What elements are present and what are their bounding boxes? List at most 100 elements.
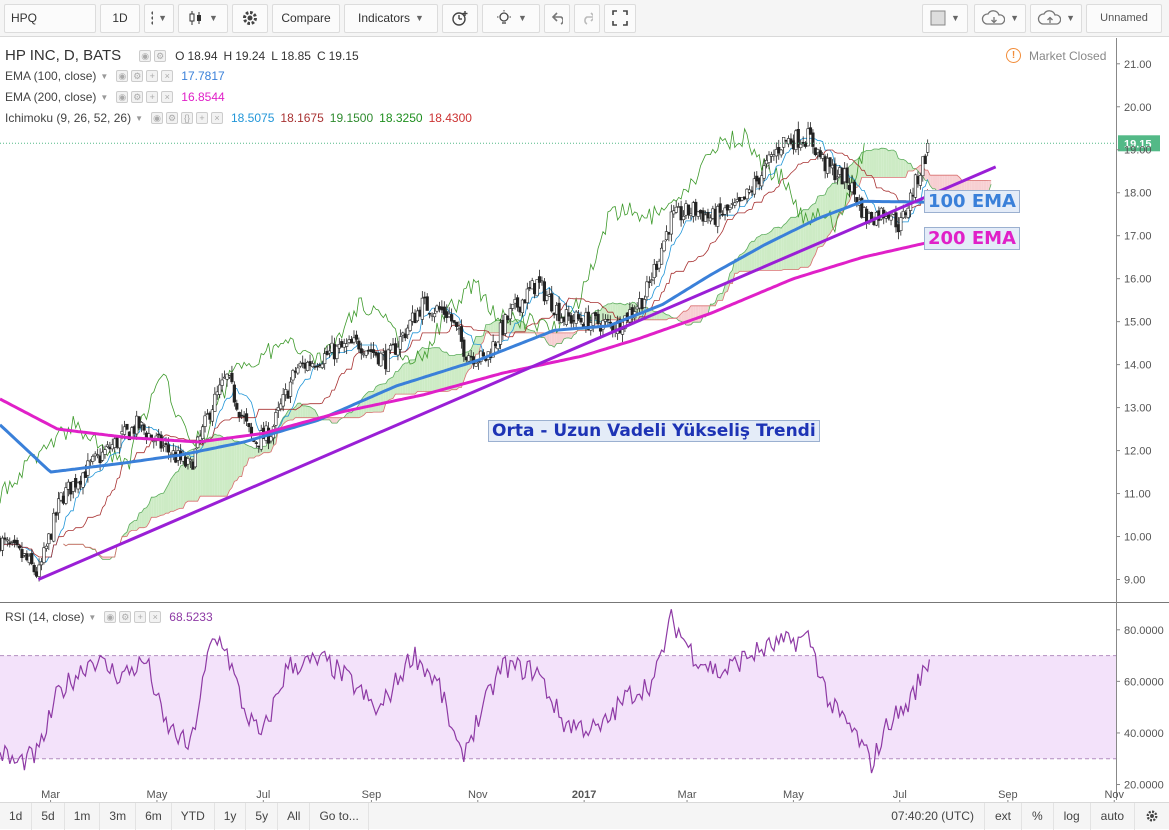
close-icon[interactable]: × [161,70,173,82]
rsi-tick-label: 80.0000 [1124,625,1164,637]
candle-up [289,382,292,396]
ichimoku-cloud-segment [420,347,422,391]
range-3m[interactable]: 3m [100,803,136,830]
candle-up [526,289,529,303]
settings-icon[interactable]: ⚙ [166,112,178,124]
add-icon[interactable]: + [146,91,158,103]
candle-up [365,351,368,355]
candle-up [96,455,99,456]
price-tick-label: 15.00 [1124,317,1152,329]
layout-name-button[interactable]: Unnamed [1086,4,1162,33]
ext-toggle[interactable]: ext [984,803,1021,830]
settings-icon[interactable]: ⚙ [131,91,143,103]
add-icon[interactable]: + [196,112,208,124]
range-6m[interactable]: 6m [136,803,172,830]
close-icon[interactable]: × [161,91,173,103]
replay-button[interactable]: ▼ [482,4,540,33]
legend-rsi: RSI (14, close)▼ ◉⚙+× 68.5233 [5,610,213,624]
eye-icon[interactable]: ◉ [139,50,151,62]
ichimoku-cloud-segment [308,406,310,417]
settings-icon[interactable]: ⚙ [119,611,131,623]
ichimoku-cloud-segment [779,227,781,270]
candle-up [900,218,903,231]
drawing-style-button[interactable]: ▼ [922,4,968,33]
candle-up [799,144,802,148]
ichimoku-cloud-segment [220,435,222,496]
candle-up [162,446,165,447]
ichimoku-cloud-segment [144,508,146,528]
candle-up [218,385,221,394]
candle-down [167,445,170,452]
undo-button[interactable] [544,4,570,33]
auto-toggle[interactable]: auto [1090,803,1134,830]
source-icon[interactable]: {} [181,112,193,124]
goto-button[interactable]: Go to... [310,803,368,830]
candle-down [143,425,146,431]
ichimoku-cloud-segment [173,473,175,512]
range-5d[interactable]: 5d [32,803,64,830]
ichimoku-cloud-segment [237,441,239,480]
candle-down [460,326,463,341]
ichimoku-cloud-segment [151,497,153,517]
range-1m[interactable]: 1m [65,803,101,830]
settings-icon[interactable]: ⚙ [154,50,166,62]
close-icon[interactable]: × [149,611,161,623]
eye-icon[interactable]: ◉ [116,70,128,82]
gear-icon [241,9,259,27]
range-all[interactable]: All [278,803,310,830]
ichimoku-cloud-segment [808,206,810,267]
ichimoku-cloud-segment [405,363,407,394]
candle-up [511,304,514,308]
range-1d[interactable]: 1d [0,803,32,830]
time-tick-label: Jul [256,789,270,801]
add-icon[interactable]: + [146,70,158,82]
settings-icon[interactable]: ⚙ [131,70,143,82]
scale-settings-button[interactable] [1134,803,1169,830]
more-intervals-icon[interactable]: ▼ [144,4,174,33]
market-status[interactable]: ! Market Closed [1006,48,1106,63]
interval-selector[interactable]: 1D [100,4,140,33]
log-toggle[interactable]: log [1053,803,1090,830]
chart-style-button[interactable]: ▼ [178,4,228,33]
ichimoku-cloud-segment [891,150,893,177]
candle-up [38,565,41,577]
compare-label: Compare [281,11,330,25]
range-ytd[interactable]: YTD [172,803,215,830]
candle-down [648,282,651,283]
ichimoku-cloud-segment [381,384,383,412]
percent-toggle[interactable]: % [1021,803,1053,830]
time-tick-label: 2017 [572,789,596,801]
indicators-button[interactable]: Indicators▼ [344,4,438,33]
ichimoku-cloud-segment [366,392,368,413]
eye-icon[interactable]: ◉ [104,611,116,623]
candle-up [45,546,48,548]
ichimoku-cloud-segment [430,348,432,392]
range-1y[interactable]: 1y [215,803,247,830]
ichimoku-value-4: 18.3250 [379,111,422,125]
candle-up [201,427,204,439]
eye-icon[interactable]: ◉ [151,112,163,124]
eye-icon[interactable]: ◉ [116,91,128,103]
candle-up [43,548,46,563]
ichimoku-cloud-segment [552,333,554,347]
ichimoku-cloud-segment [181,465,183,508]
add-icon[interactable]: + [134,611,146,623]
fullscreen-button[interactable] [604,4,636,33]
compare-button[interactable]: Compare [272,4,340,33]
ema200-annotation[interactable]: 200 EMA [924,227,1020,250]
candle-up [65,488,68,504]
load-layout-button[interactable]: ▼ [974,4,1026,33]
ichimoku-cloud-segment [376,385,378,412]
trend-annotation[interactable]: Orta - Uzun Vadeli Yükseliş Trendi [488,420,820,442]
save-layout-button[interactable]: ▼ [1030,4,1082,33]
close-icon[interactable]: × [211,112,223,124]
symbol-search[interactable]: HPQ [4,4,96,33]
candle-up [345,344,348,347]
ichimoku-cloud-segment [818,196,820,248]
redo-button[interactable] [574,4,600,33]
chart-settings-button[interactable] [232,4,268,33]
alert-button[interactable] [442,4,478,33]
ema100-annotation[interactable]: 100 EMA [924,190,1020,213]
ichimoku-cloud-segment [364,394,366,415]
range-5y[interactable]: 5y [246,803,278,830]
